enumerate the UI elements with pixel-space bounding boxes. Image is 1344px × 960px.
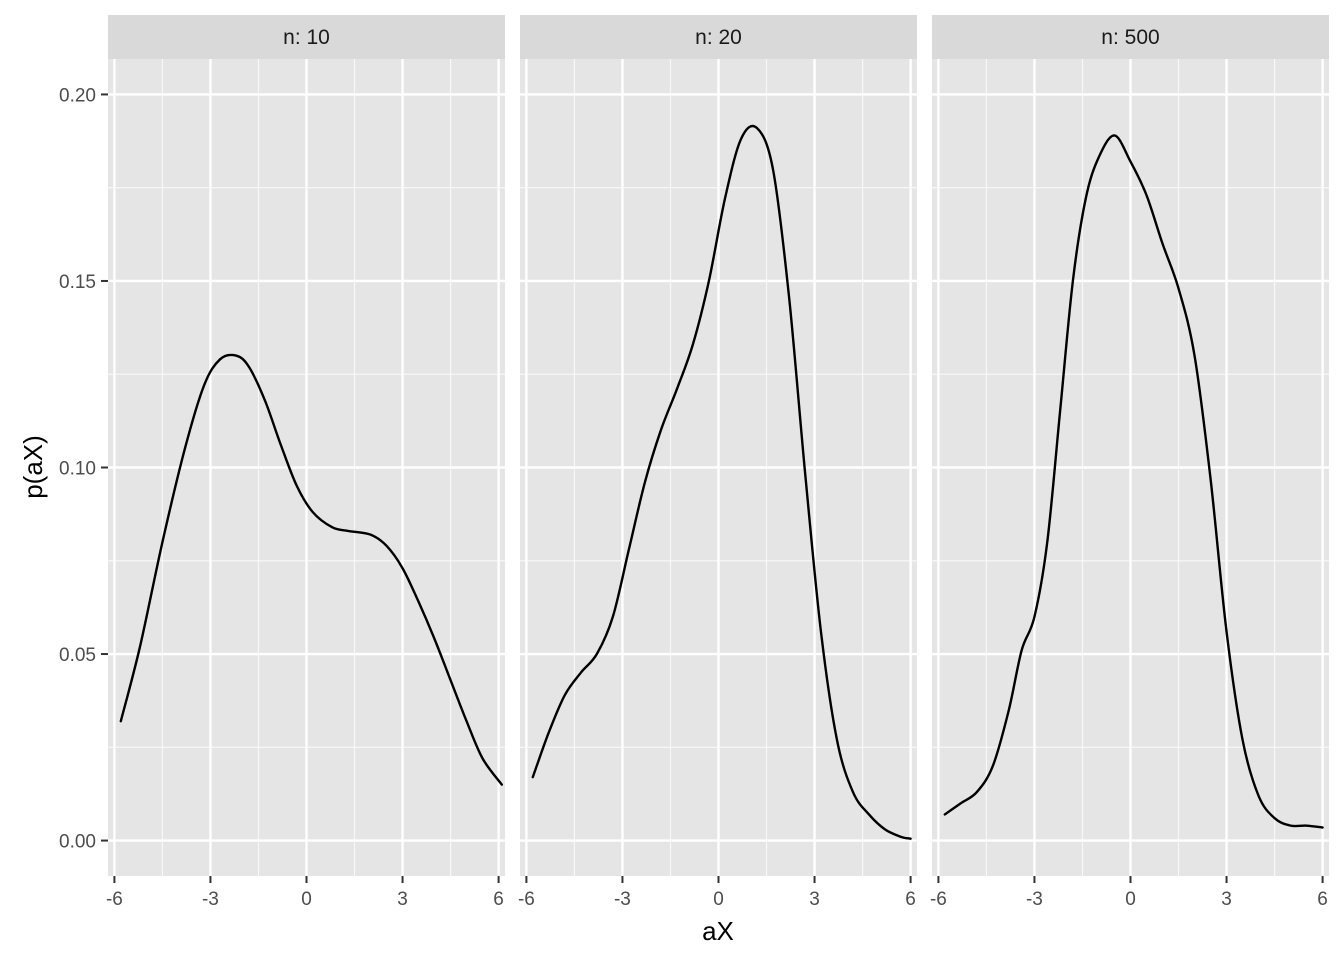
x-tick-label: 0 xyxy=(301,889,312,910)
y-axis: 0.00 0.05 0.10 0.15 0.20 xyxy=(59,85,108,853)
x-tick-label: 3 xyxy=(397,889,408,910)
x-tick-label: 6 xyxy=(1317,889,1328,910)
x-tick-label: 6 xyxy=(493,889,504,910)
y-tick-label: 0.15 xyxy=(59,272,96,293)
density-line xyxy=(119,353,503,786)
x-tick-label: -6 xyxy=(518,889,535,910)
x-tick-label: 0 xyxy=(713,889,724,910)
y-tick-label: 0.05 xyxy=(59,645,96,666)
density-line xyxy=(531,124,912,840)
y-axis-title: p(aX) xyxy=(18,435,48,499)
x-tick-label: -6 xyxy=(106,889,123,910)
x-tick-label: -3 xyxy=(614,889,631,910)
y-tick-label: 0.20 xyxy=(59,85,96,106)
facet-panel: n: 500 -6 -3 0 3 6 xyxy=(930,15,1329,910)
facet-strip xyxy=(108,15,505,59)
density-line xyxy=(943,134,1324,829)
facet-strip-label: n: 10 xyxy=(283,26,330,49)
x-tick-label: -3 xyxy=(202,889,219,910)
x-tick-label: 3 xyxy=(809,889,820,910)
facet-strip-label: n: 500 xyxy=(1101,26,1159,49)
x-tick-label: 0 xyxy=(1125,889,1136,910)
y-tick-label: 0.00 xyxy=(59,832,96,853)
facet-strip xyxy=(520,15,917,59)
x-tick-label: 6 xyxy=(905,889,916,910)
x-tick-label: -6 xyxy=(930,889,947,910)
facet-strip-label: n: 20 xyxy=(695,26,742,49)
facet-panel: n: 10 -6 -3 0 3 6 xyxy=(106,15,505,910)
x-axis-title: aX xyxy=(702,916,734,946)
x-tick-label: 3 xyxy=(1221,889,1232,910)
facet-panel: n: 20 -6 -3 0 3 6 xyxy=(518,15,917,910)
facet-strip xyxy=(932,15,1329,59)
y-tick-label: 0.10 xyxy=(59,459,96,480)
facet-panels: n: 10 -6 -3 0 3 6 n: 20 -6 -3 0 3 6 n: 500 -6 -3 0 3 6 xyxy=(106,15,1329,910)
x-tick-label: -3 xyxy=(1026,889,1043,910)
